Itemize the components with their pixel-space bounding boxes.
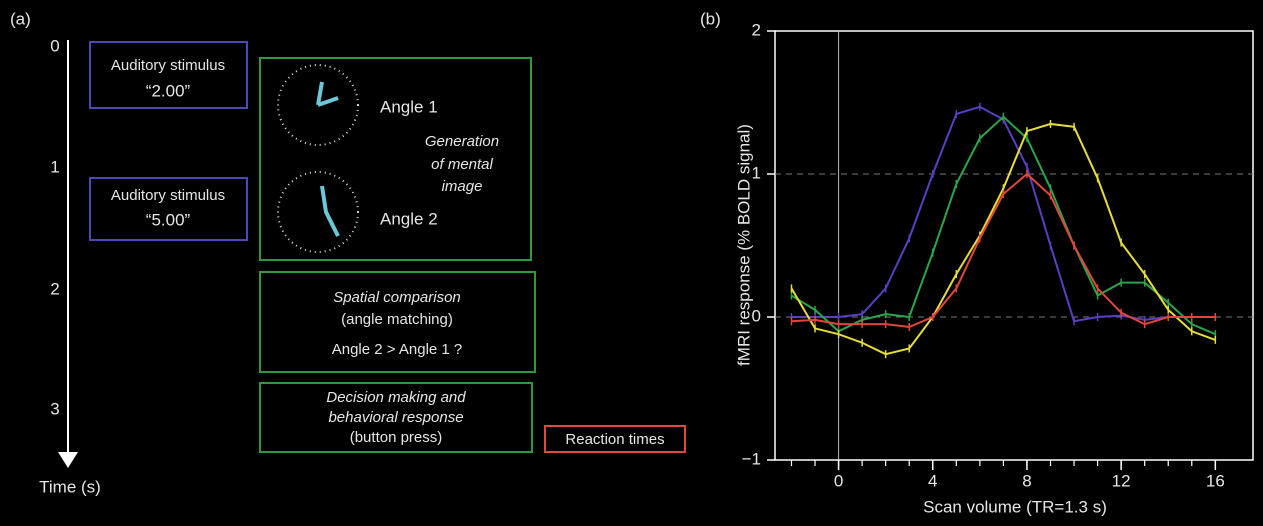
clock	[277, 64, 359, 146]
x-tick-label: 12	[1112, 471, 1131, 490]
time-tick: 2	[50, 279, 59, 298]
clock-hands	[320, 185, 340, 237]
decision-text: (button press)	[350, 429, 443, 446]
series-line	[790, 115, 1216, 336]
time-label: Time (s)	[39, 477, 101, 496]
y-tick-label: 2	[752, 20, 761, 39]
x-tick-label: 16	[1206, 471, 1225, 490]
comparison-subtitle: (angle matching)	[341, 311, 453, 328]
comparison-title: Spatial comparison	[333, 289, 461, 306]
time-tick: 1	[50, 157, 59, 176]
panel-label: (b)	[700, 9, 721, 28]
x-tick-label: 0	[834, 471, 843, 490]
generation-text: Generation	[425, 133, 499, 150]
x-tick-label: 8	[1022, 471, 1031, 490]
imagery-box	[259, 57, 532, 261]
generation-text: of mental	[431, 156, 493, 173]
decision-text: Decision making and	[326, 389, 466, 406]
decision-box	[259, 382, 533, 453]
arrow-head	[58, 452, 78, 468]
reaction-text: Reaction times	[565, 431, 664, 448]
comparison-box	[259, 271, 536, 373]
decision-text: behavioral response	[328, 409, 463, 426]
plot-frame	[774, 30, 1254, 461]
stimulus-box	[89, 177, 248, 241]
time-tick: 0	[50, 36, 59, 55]
stimulus-title: Auditory stimulus	[111, 187, 225, 204]
stimulus-box	[89, 41, 248, 109]
stimulus-value: “2.00”	[146, 81, 191, 100]
clock-hands	[316, 81, 339, 107]
stimulus-title: Auditory stimulus	[111, 57, 225, 74]
stimulus-value: “5.00”	[146, 210, 191, 229]
y-tick-label: 0	[752, 306, 761, 325]
generation-text: image	[442, 178, 483, 195]
y-tick-label: −1	[742, 449, 761, 468]
comparison-question: Angle 2 > Angle 1 ?	[332, 341, 463, 358]
y-axis-label: fMRI response (% BOLD signal)	[734, 124, 753, 366]
reaction-box	[544, 425, 686, 453]
angle-label: Angle 2	[380, 209, 438, 228]
y-tick-label: 1	[752, 163, 761, 182]
angle-label: Angle 1	[380, 97, 438, 116]
panel-label: (a)	[10, 9, 31, 28]
clock	[277, 171, 359, 253]
x-tick-label: 4	[928, 471, 937, 490]
time-tick: 3	[50, 399, 59, 418]
x-axis-label: Scan volume (TR=1.3 s)	[923, 497, 1107, 516]
